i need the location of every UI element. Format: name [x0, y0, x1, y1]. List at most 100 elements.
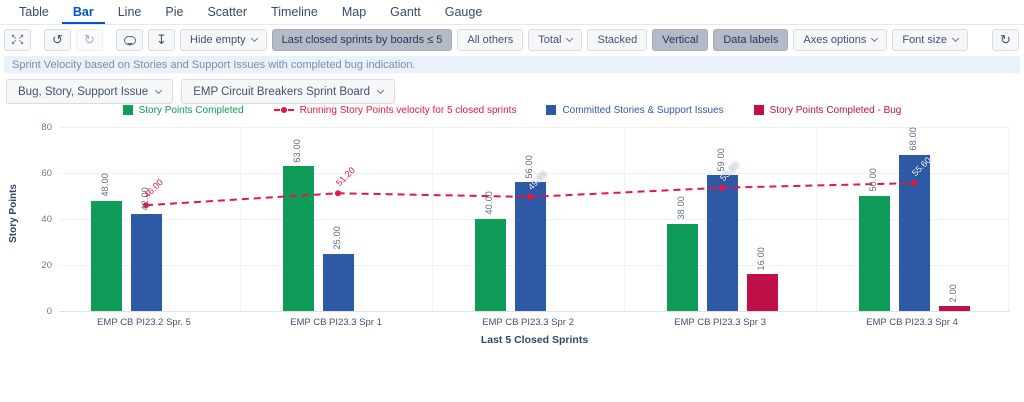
legend-label: Story Points Completed [138, 104, 244, 116]
issue-type-filter-dropdown[interactable]: Bug, Story, Support Issue [6, 79, 174, 104]
font-size-button[interactable]: Font size [892, 29, 968, 51]
board-filter-dropdown[interactable]: EMP Circuit Breakers Sprint Board [181, 79, 396, 104]
tab-line[interactable]: Line [117, 5, 142, 19]
gridline [432, 127, 433, 311]
filter-bar: Bug, Story, Support Issue EMP Circuit Br… [6, 79, 396, 104]
button-label: Data labels [723, 34, 779, 46]
y-tick-label: 60 [41, 168, 52, 179]
chevron-down-icon [951, 34, 960, 43]
gridline [816, 127, 817, 311]
bar-committed-3[interactable] [515, 182, 546, 311]
issue-type-filter-label: Bug, Story, Support Issue [18, 85, 149, 98]
button-label: Total [538, 34, 562, 46]
legend-item-bug[interactable]: Story Points Completed - Bug [753, 105, 901, 116]
board-filter-label: EMP Circuit Breakers Sprint Board [193, 85, 371, 98]
chevron-down-icon [871, 34, 879, 43]
bar-chart: Story Points Last 5 Closed Sprints 0 20 40… [0, 118, 1024, 348]
tab-bar[interactable]: Bar [61, 0, 105, 24]
total-button[interactable]: Total [528, 29, 583, 51]
data-labels-button[interactable]: Data labels [713, 29, 789, 51]
button-label: Font size [902, 34, 947, 46]
toolbar-download-button[interactable]: ↧ [148, 29, 175, 51]
x-category-label: EMP CB PI23.2 Spr. 5 [97, 317, 191, 328]
chevron-down-icon [566, 34, 574, 43]
velocity-point-2[interactable] [335, 190, 341, 197]
tab-timeline[interactable]: Timeline [271, 5, 318, 19]
gridline [1008, 127, 1009, 311]
tab-scatter[interactable]: Scatter [207, 5, 248, 19]
bar-value-label: 25.00 [332, 225, 342, 250]
chevron-down-icon [250, 34, 258, 43]
y-tick-label: 20 [41, 260, 52, 271]
y-tick-label: 0 [46, 306, 52, 317]
tab-table[interactable]: Table [19, 5, 49, 19]
square-marker-icon [753, 105, 764, 115]
x-category-label: EMP CB PI23.3 Spr 2 [482, 317, 574, 328]
bar-value-label: 40.00 [484, 191, 494, 215]
bar-committed-5[interactable] [899, 154, 930, 311]
refresh-icon: ↻ [1000, 32, 1011, 47]
bar-bug-4[interactable] [747, 274, 778, 311]
x-category-label: EMP CB PI23.3 Spr 3 [674, 317, 766, 328]
bar-value-label: 38.00 [676, 196, 686, 220]
all-others-button[interactable]: All others [457, 29, 524, 51]
last-closed-sprints-by-boards-5-button[interactable]: Last closed sprints by boards ≤ 5 [271, 29, 453, 51]
x-category-label: EMP CB PI23.3 Spr 4 [866, 317, 958, 328]
bar-value-label: 63.00 [292, 138, 302, 163]
vertical-button[interactable]: Vertical [652, 29, 709, 51]
square-marker-icon [546, 105, 557, 115]
gridline [240, 127, 241, 311]
hide-empty-button[interactable]: Hide empty [180, 29, 267, 51]
legend-item-committed[interactable]: Committed Stories & Support Issues [546, 105, 724, 116]
bar-value-label: 16.00 [756, 246, 766, 271]
toolbar-undo-button[interactable]: ↺ [44, 29, 71, 51]
redo-icon: ↻ [84, 32, 95, 47]
dashed-line-marker-icon [273, 106, 294, 114]
chart-description: Sprint Velocity based on Stories and Sup… [4, 56, 1020, 73]
button-label: All others [467, 34, 514, 46]
bar-completed-5[interactable] [859, 196, 890, 311]
bar-value-label: 2.00 [948, 284, 958, 303]
gridline [59, 173, 1010, 174]
chart-legend: Story Points Completed Running Story Poin… [0, 103, 1024, 117]
tab-gauge[interactable]: Gauge [444, 5, 483, 19]
bar-committed-1[interactable] [131, 214, 162, 311]
tab-gantt[interactable]: Gantt [390, 5, 421, 19]
tab-map[interactable]: Map [341, 5, 367, 19]
toolbar: ↖ ↗ ↙ ↘ ↺ ↻ ↧ Hide empty Last closed sprints by … [0, 26, 1024, 54]
refresh-button[interactable]: ↻ [992, 29, 1019, 51]
gridline [624, 127, 625, 311]
x-axis-title: Last 5 Closed Sprints [480, 334, 589, 346]
undo-icon: ↺ [52, 32, 63, 47]
tab-pie[interactable]: Pie [165, 5, 184, 19]
gridline [59, 127, 1010, 128]
expand-icon: ↖ ↗ ↙ ↘ [11, 34, 24, 46]
velocity-value-label: 46.00 [141, 177, 165, 201]
legend-item-velocity[interactable]: Running Story Points velocity for 5 clos… [273, 105, 516, 116]
axes-options-button[interactable]: Axes options [793, 29, 888, 51]
bar-completed-2[interactable] [283, 166, 314, 311]
bar-value-label: 50.00 [868, 168, 878, 192]
bar-completed-3[interactable] [475, 219, 506, 311]
bar-completed-1[interactable] [91, 200, 122, 311]
chart-type-tabs: Table Bar Line Pie Scatter Timeline Map Gantt Ga… [0, 0, 1024, 25]
y-tick-label: 40 [41, 214, 52, 225]
button-label: Last closed sprints by boards ≤ 5 [281, 34, 443, 46]
bar-value-label: 68.00 [908, 127, 918, 151]
bar-completed-4[interactable] [667, 223, 698, 311]
chevron-down-icon [155, 86, 163, 94]
download-icon: ↧ [156, 32, 167, 47]
y-tick-label: 80 [41, 122, 52, 133]
toolbar-comment-button[interactable] [116, 29, 143, 51]
legend-item-completed[interactable]: Story Points Completed [122, 104, 244, 116]
button-label: Stacked [597, 34, 638, 46]
bar-bug-5[interactable] [939, 306, 970, 311]
gridline [59, 311, 1010, 312]
stacked-button[interactable]: Stacked [587, 29, 648, 51]
button-label: Hide empty [190, 34, 246, 46]
bar-committed-2[interactable] [323, 253, 354, 311]
bar-committed-4[interactable] [707, 175, 738, 311]
toolbar-redo-button[interactable]: ↻ [76, 29, 103, 51]
toolbar-expand-button[interactable]: ↖ ↗ ↙ ↘ [4, 29, 31, 51]
